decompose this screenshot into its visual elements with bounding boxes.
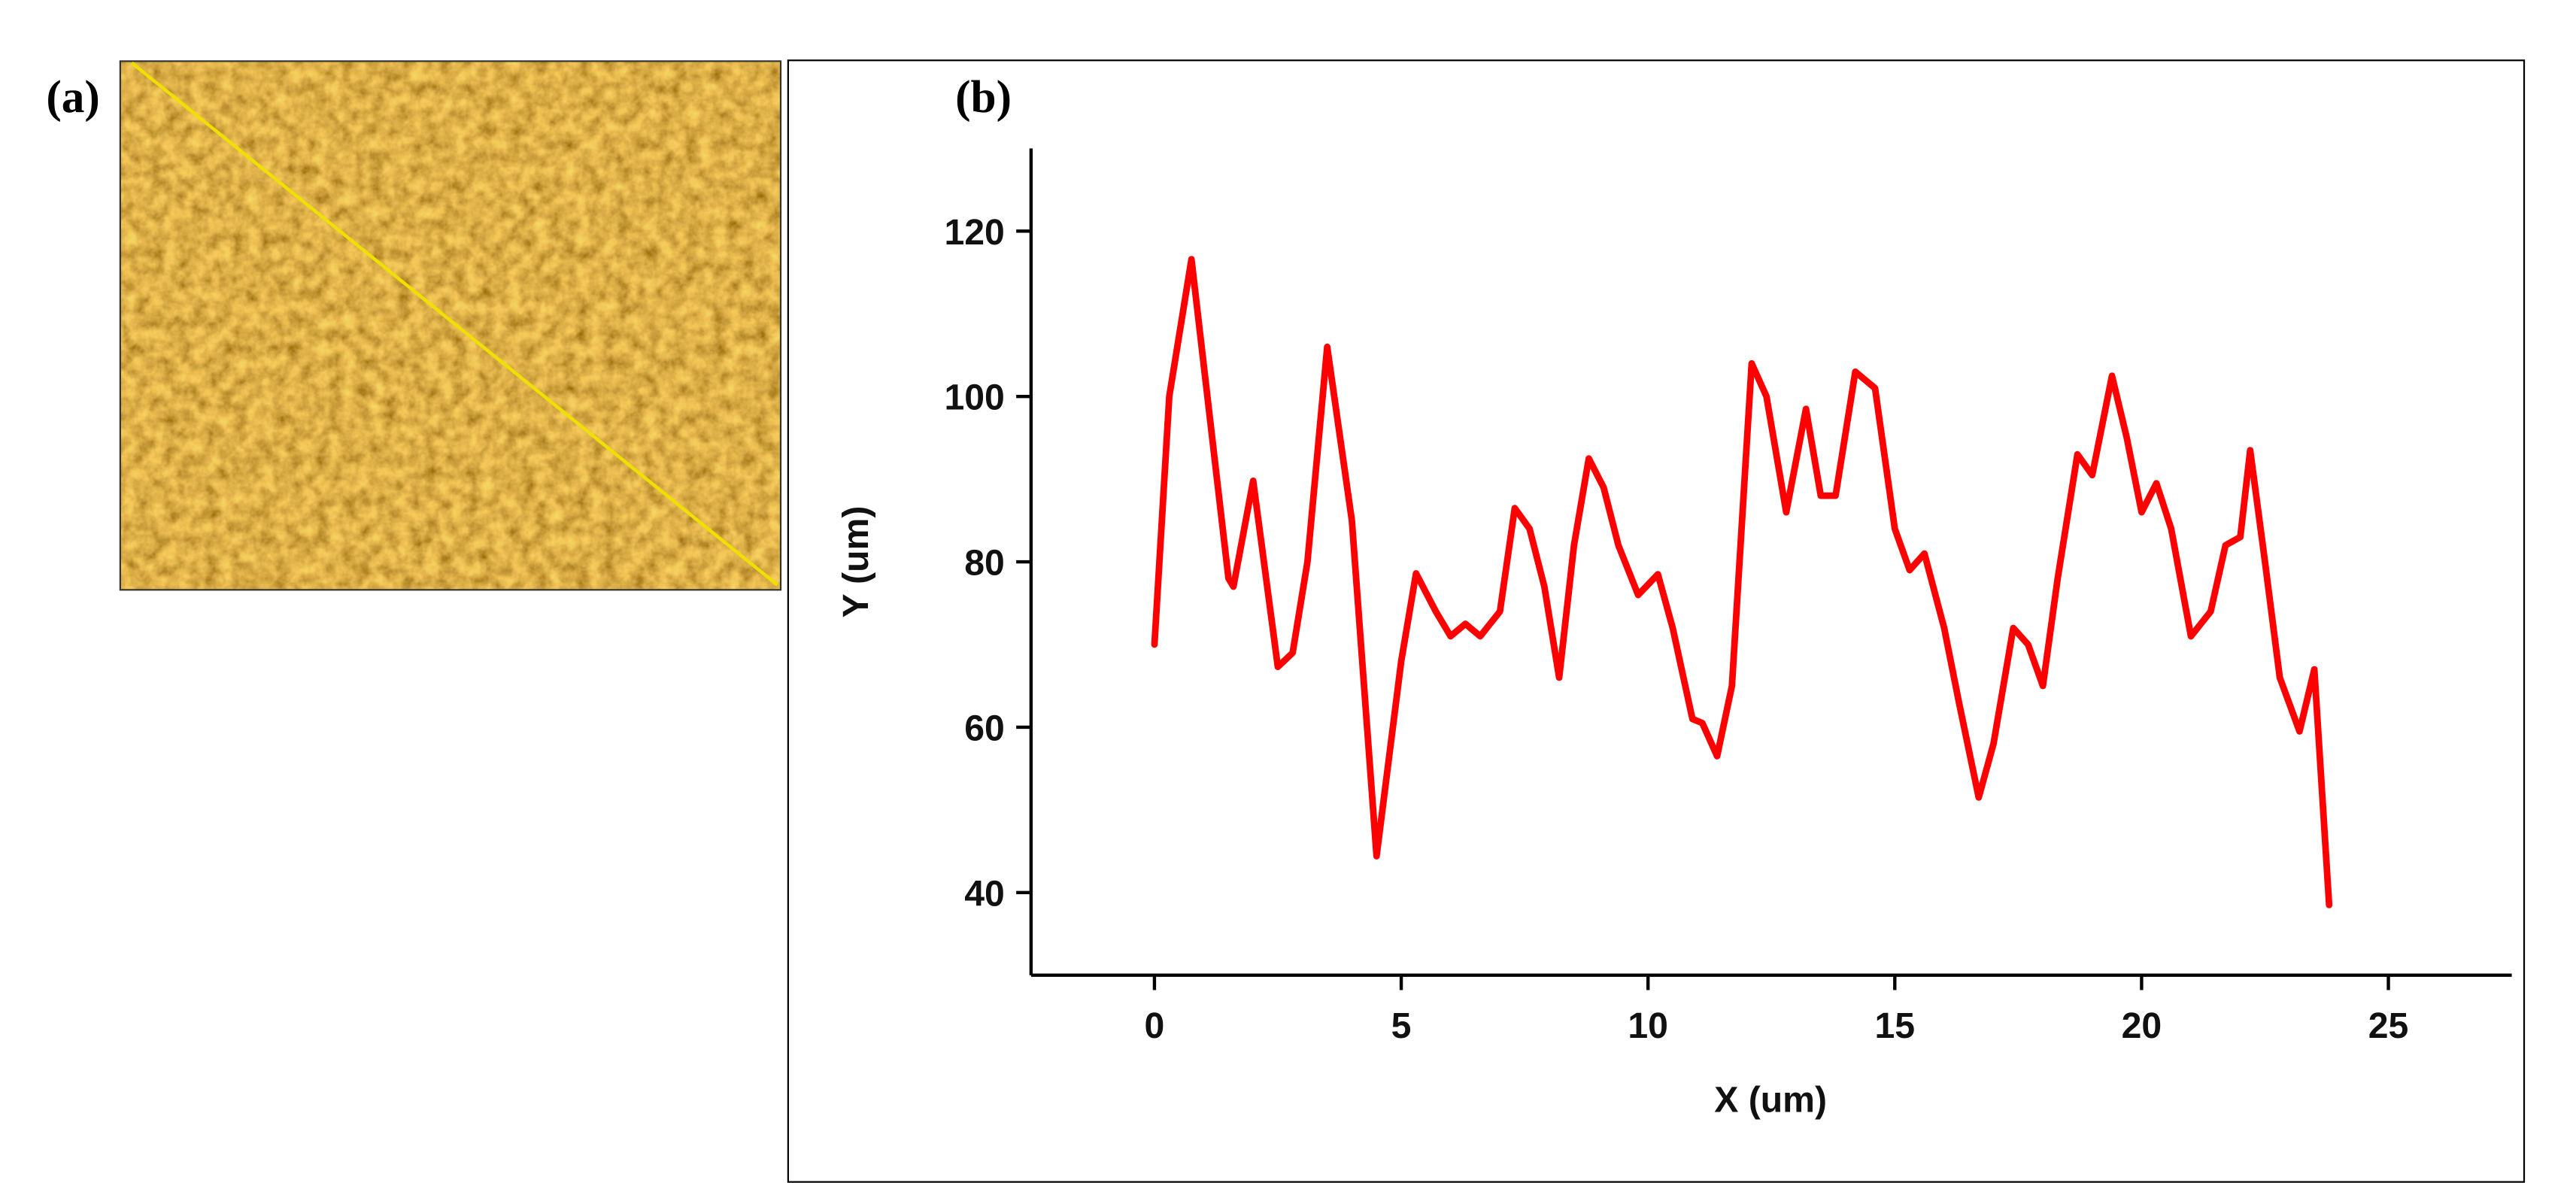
afm-frame bbox=[119, 60, 782, 591]
y-tick-label: 80 bbox=[964, 543, 1005, 584]
x-tick-label: 20 bbox=[2122, 1006, 2162, 1046]
afm-texture bbox=[120, 61, 781, 590]
panel-label: (b) bbox=[955, 71, 1012, 123]
x-tick-label: 25 bbox=[2368, 1006, 2409, 1046]
scan-line bbox=[130, 61, 779, 587]
x-axis-title: X (um) bbox=[1714, 1080, 1827, 1121]
panel-frame bbox=[787, 59, 2526, 1183]
y-tick-label: 40 bbox=[964, 873, 1005, 914]
x-tick-label: 0 bbox=[1145, 1006, 1165, 1046]
x-tick-label: 15 bbox=[1875, 1006, 1916, 1046]
panel-label: (a) bbox=[46, 71, 99, 123]
y-tick-label: 60 bbox=[964, 708, 1005, 748]
data-line bbox=[1151, 256, 2333, 908]
y-tick-label: 100 bbox=[944, 378, 1004, 418]
y-axis-title: Y (um) bbox=[836, 506, 876, 618]
x-tick-label: 5 bbox=[1391, 1006, 1412, 1046]
y-tick-label: 120 bbox=[944, 212, 1004, 253]
x-tick-label: 10 bbox=[1628, 1006, 1668, 1046]
